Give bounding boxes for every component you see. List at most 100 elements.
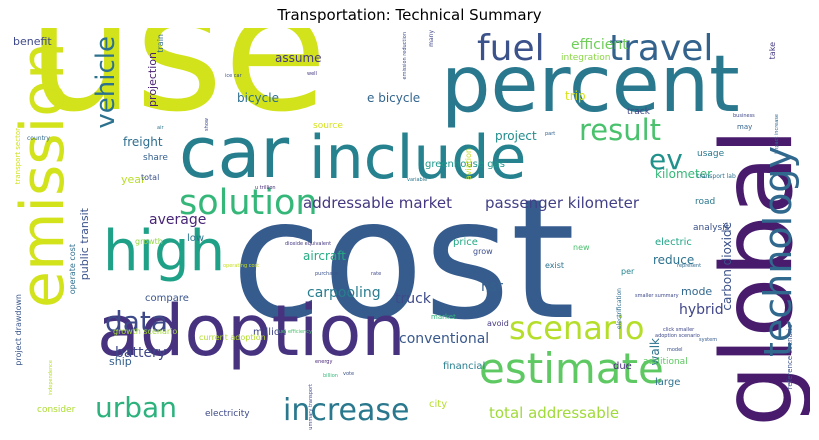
word-new: new <box>573 243 590 252</box>
word-freight: freight <box>123 135 163 149</box>
word-model: model <box>667 347 683 353</box>
word-usage: usage <box>697 149 725 159</box>
chart-title: Transportation: Technical Summary <box>277 6 542 24</box>
word-take: take <box>768 42 777 60</box>
word-country: country <box>27 135 50 142</box>
word-million: million <box>253 327 287 338</box>
word-car: car <box>179 112 290 194</box>
word-cloud: use cost percent global car include adoption em… <box>9 28 810 430</box>
word-carbon-dioxide: carbon dioxide <box>720 222 734 311</box>
word-adoption: adoption <box>97 290 406 372</box>
word-bicycle: bicycle <box>237 91 279 105</box>
word-travel: travel <box>609 28 714 69</box>
word-represent: represent <box>677 263 702 269</box>
word-billion: billion <box>323 373 338 379</box>
word-track: track <box>627 107 650 117</box>
word-impact-increase: impact increase <box>774 114 780 154</box>
word-exist: exist <box>545 261 565 270</box>
word-emission-reduction: emission reduction <box>402 32 408 80</box>
word-total: total <box>141 173 160 182</box>
word-transport-sector: transport sector <box>14 128 22 185</box>
word-independence: independence <box>48 360 54 396</box>
word-addressable-market: addressable market <box>303 194 453 212</box>
word-financial: financial <box>443 361 486 372</box>
word-price: price <box>453 237 478 248</box>
word-variable: variable <box>407 177 428 183</box>
word-benefit: benefit <box>13 35 52 48</box>
word-mode: mode <box>681 285 713 298</box>
word-city: city <box>429 399 448 410</box>
word-growth-scenario: growth scenario <box>113 327 178 336</box>
word-ship: ship <box>109 355 132 368</box>
word-analysis: analysis <box>693 223 730 233</box>
word-avoid: avoid <box>487 319 509 328</box>
word-grow: grow <box>473 247 493 256</box>
word-use: use <box>27 28 328 150</box>
word-scenario: scenario <box>509 309 645 347</box>
word-integration: integration <box>561 53 611 63</box>
word-air: air <box>157 125 164 131</box>
word-cost: cost <box>231 164 576 357</box>
word-show: show <box>204 118 210 131</box>
word-hsr: hsr <box>481 279 503 295</box>
word-transport-lab: transport lab <box>697 173 736 180</box>
word-system: system <box>699 337 718 343</box>
word-public-transit: public transit <box>78 208 91 281</box>
word-many: many <box>428 30 435 47</box>
word-vote: vote <box>343 371 355 377</box>
word-part: part <box>545 131 556 137</box>
word-rate: rate <box>371 271 382 277</box>
word-ev: ev <box>649 143 683 176</box>
word-high: high <box>103 219 226 284</box>
word-electric: electric <box>655 237 692 248</box>
word-data: data <box>105 305 169 338</box>
word-energy: energy <box>315 359 333 365</box>
word-estimate: estimate <box>479 344 664 393</box>
word-urban: urban <box>95 391 177 424</box>
word-share: share <box>143 153 168 163</box>
word-purchase: purchase <box>315 271 338 277</box>
word-percent: percent <box>441 40 740 130</box>
word-trip: trip <box>565 89 586 103</box>
word-kilometer: kilometer <box>655 167 713 181</box>
word-operating-cost: operating cost <box>223 263 260 269</box>
word-projection: projection <box>146 52 159 107</box>
word-battery: battery <box>115 345 167 361</box>
word-result: result <box>579 113 662 147</box>
word-conventional: conventional <box>399 331 490 347</box>
word-reduce: reduce <box>653 253 695 267</box>
word-summary-transport: summary transport <box>308 384 314 430</box>
word-smaller-summary: smaller summary <box>635 293 679 299</box>
word-average: average <box>149 212 207 228</box>
word-additional: additional <box>643 357 688 367</box>
word-reference-scenario: reference scenario <box>786 324 794 390</box>
word-u-trillion: u trillion <box>255 185 276 191</box>
word-total-addressable: total addressable <box>489 404 620 422</box>
word-well: well <box>307 71 317 77</box>
word-may: may <box>737 123 753 131</box>
word-train: train <box>156 34 165 53</box>
word-increase: increase <box>283 393 410 428</box>
word-fuel-efficiency: fuel efficiency <box>277 329 312 335</box>
word-compare: compare <box>145 293 189 304</box>
word-electricity: electricity <box>205 409 250 419</box>
word-fuel: fuel <box>477 28 545 69</box>
word-source: source <box>313 121 343 131</box>
word-assume: assume <box>275 51 322 65</box>
word-low: low <box>187 233 205 244</box>
word-solution: solution <box>179 183 318 223</box>
word-electrification: electrification <box>616 288 623 330</box>
word-click-smaller: click smaller <box>663 327 695 333</box>
word-project-drawdown: project drawdown <box>14 294 23 366</box>
word-greenhouse-gas: greenhouse gas <box>425 159 505 170</box>
word-road: road <box>695 197 716 207</box>
word-consider: consider <box>37 405 76 415</box>
word-operate-cost: operate cost <box>68 244 77 295</box>
word-aviation: aviation <box>464 148 473 181</box>
word-per: per <box>621 267 635 276</box>
word-passenger-kilometer: passenger kilometer <box>485 194 640 212</box>
word-efficient: efficient <box>571 37 628 53</box>
word-project: project <box>495 129 537 143</box>
word-current-adoption: current adoption <box>199 333 266 342</box>
word-ice-car: ice car <box>225 73 242 79</box>
